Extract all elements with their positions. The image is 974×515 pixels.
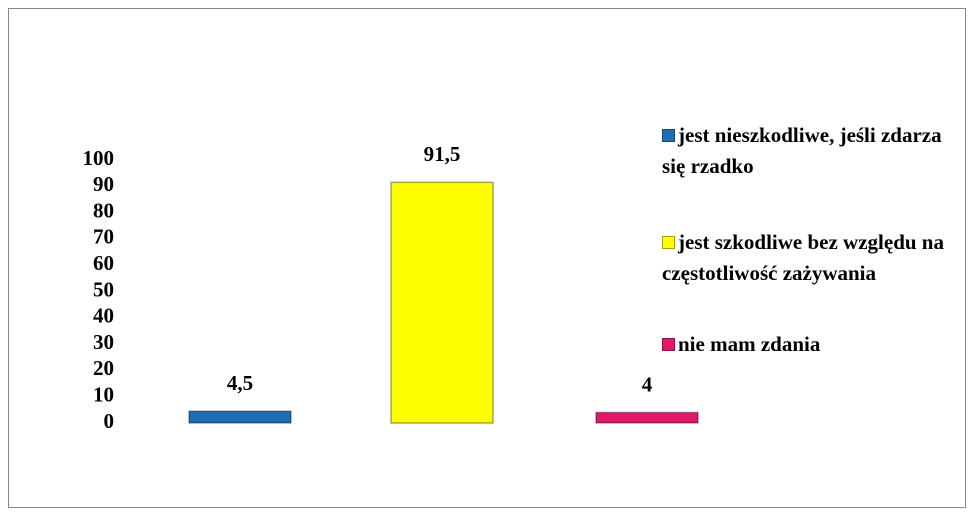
bar xyxy=(390,181,494,424)
legend-item: jest nieszkodliwe, jeśli zdarza się rzad… xyxy=(662,120,962,182)
y-tick-label: 30 xyxy=(93,330,114,354)
legend-swatch xyxy=(662,338,675,351)
y-tick-label: 90 xyxy=(93,172,114,196)
y-tick-label: 20 xyxy=(93,356,114,380)
legend-swatch xyxy=(662,129,675,142)
y-tick-label: 100 xyxy=(83,146,115,170)
y-tick-label: 40 xyxy=(93,304,114,328)
y-tick-label: 70 xyxy=(93,225,114,249)
value-label: 91,5 xyxy=(424,142,461,166)
value-label: 4,5 xyxy=(227,371,253,395)
bar xyxy=(595,411,699,424)
value-label: 4 xyxy=(642,372,653,396)
legend-label: jest nieszkodliwe, jeśli zdarza się rzad… xyxy=(662,123,942,178)
legend-item: nie mam zdania xyxy=(662,329,962,360)
legend-swatch xyxy=(662,236,675,249)
y-tick-label: 60 xyxy=(93,251,114,275)
y-tick-label: 0 xyxy=(104,409,115,433)
y-tick-label: 50 xyxy=(93,277,114,301)
legend-item: jest szkodliwe bez względu na częstotliw… xyxy=(662,227,962,289)
y-tick-label: 80 xyxy=(93,198,114,222)
legend-label: nie mam zdania xyxy=(678,332,821,356)
y-tick-label: 10 xyxy=(93,383,114,407)
bar xyxy=(188,410,292,424)
legend-label: jest szkodliwe bez względu na częstotliw… xyxy=(662,230,944,285)
